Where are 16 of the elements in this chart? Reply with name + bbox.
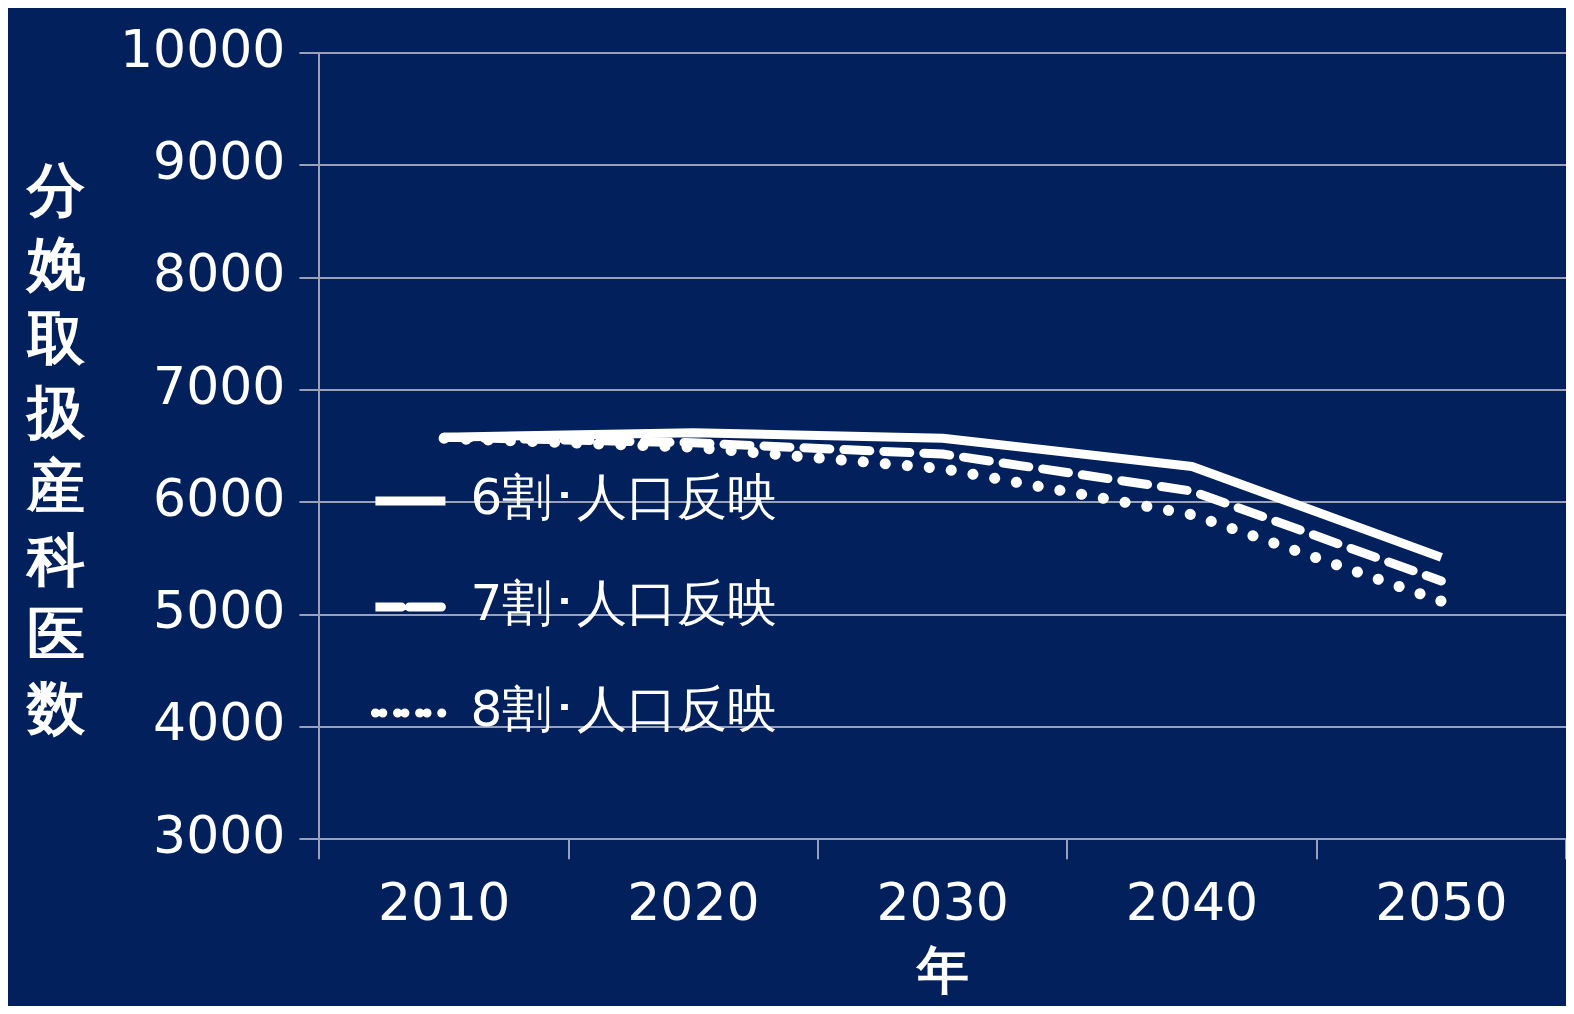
y-tick-label: 8000 <box>153 243 286 304</box>
y-tick-label: 4000 <box>153 692 286 753</box>
y-tick-label: 6000 <box>153 467 286 528</box>
y-tick-label: 10000 <box>120 18 286 79</box>
x-tick-label: 2010 <box>377 871 511 932</box>
x-tick-label: 2040 <box>1125 871 1259 932</box>
x-axis-title: 年 <box>914 940 969 1001</box>
x-tick-label: 2050 <box>1375 871 1508 932</box>
y-axis-title: 分娩取扱産科医数 <box>24 155 86 744</box>
x-tick-label: 2020 <box>627 871 760 932</box>
y-tick-label: 3000 <box>153 804 286 865</box>
x-tick-label: 2030 <box>876 871 1009 932</box>
y-tick-label: 9000 <box>153 131 286 191</box>
y-tick-label: 5000 <box>153 580 286 641</box>
legend-label: 8割･人口反映 <box>470 679 778 738</box>
y-tick-label: 7000 <box>153 355 286 416</box>
